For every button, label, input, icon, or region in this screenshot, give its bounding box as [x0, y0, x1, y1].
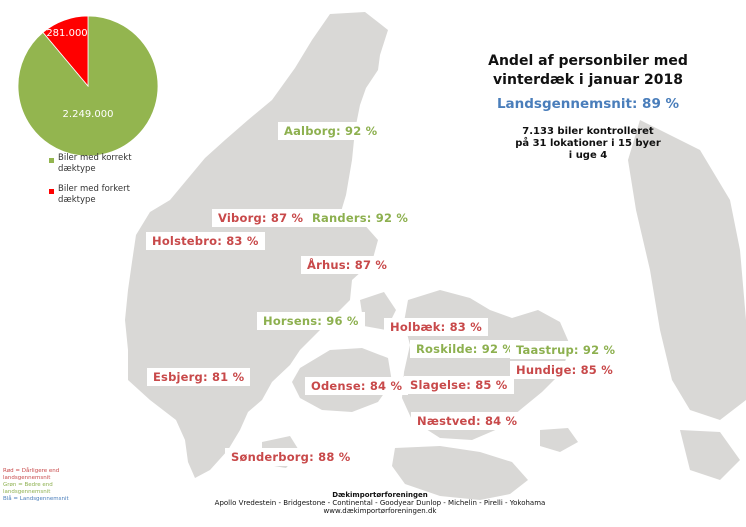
city-label-slagelse: Slagelse: 85 % — [404, 376, 514, 394]
city-label-naestved: Næstved: 84 % — [411, 412, 524, 430]
city-label-aarhus: Århus: 87 % — [301, 256, 394, 274]
city-label-odense: Odense: 84 % — [305, 377, 409, 395]
city-label-horsens: Horsens: 96 % — [257, 312, 365, 330]
survey-note-line-3: i uge 4 — [568, 150, 608, 161]
legend-label-correct: Biler med korrekt dæktype — [58, 153, 132, 175]
city-label-taastrup: Taastrup: 92 % — [510, 341, 622, 359]
national-average: Landsgennemsnit: 89 % — [496, 96, 680, 112]
color-key: Rød = Dårligere end landsgennemsnit Grøn… — [3, 468, 69, 503]
city-label-viborg: Viborg: 87 % — [212, 209, 310, 227]
legend-incorrect-line2: dæktype — [58, 195, 96, 205]
city-label-aalborg: Aalborg: 92 % — [278, 122, 384, 140]
city-label-holstebro: Holstebro: 83 % — [146, 232, 265, 250]
pie-data-label-incorrect: 281.000 — [46, 28, 87, 39]
city-label-esbjerg: Esbjerg: 81 % — [147, 368, 251, 386]
pie-data-label-correct: 2.249.000 — [63, 109, 114, 120]
footer-org: Dækimportørforeningen — [332, 491, 428, 499]
footer-url: www.dækimportørforeningen.dk — [323, 507, 437, 515]
key-green-line-2: landsgennemsnit — [3, 489, 51, 495]
key-green-line-1: Grøn = Bedre end — [3, 482, 53, 488]
footer-brands: Apollo Vredestein - Bridgestone - Contin… — [214, 499, 546, 507]
footer: Dækimportørforeningen Apollo Vredestein … — [150, 491, 610, 515]
key-blue-line: Blå = Landsgennemsnit — [3, 496, 69, 502]
key-red-line-1: Rød = Dårligere end — [3, 468, 60, 474]
city-label-soenderborg: Sønderborg: 88 % — [225, 448, 357, 466]
legend-correct-line2: dæktype — [58, 164, 96, 174]
key-red-line-2: landsgennemsnit — [3, 475, 51, 481]
pie-chart: 2.249.000 281.000 — [17, 15, 159, 157]
city-label-holbaek: Holbæk: 83 % — [384, 318, 488, 336]
city-label-roskilde: Roskilde: 92 % — [410, 340, 521, 358]
legend-swatch-incorrect — [49, 189, 54, 194]
city-label-hundige: Hundige: 85 % — [510, 361, 619, 379]
survey-note-line-1: 7.133 biler kontrolleret — [522, 126, 654, 137]
legend-swatch-correct — [49, 158, 54, 163]
legend-correct-line1: Biler med korrekt — [58, 153, 132, 163]
chart-title: Andel af personbiler med vinterdæk i jan… — [478, 52, 698, 90]
city-label-randers: Randers: 92 % — [306, 209, 415, 227]
title-line-2: vinterdæk i januar 2018 — [493, 72, 683, 88]
legend-label-incorrect: Biler med forkert dæktype — [58, 184, 130, 206]
survey-note-line-2: på 31 lokationer i 15 byer — [515, 138, 661, 149]
survey-note: 7.133 biler kontrolleret på 31 lokatione… — [478, 126, 698, 162]
pie-slice-incorrect — [42, 15, 89, 88]
legend-incorrect-line1: Biler med forkert — [58, 184, 130, 194]
title-line-1: Andel af personbiler med — [488, 53, 688, 69]
